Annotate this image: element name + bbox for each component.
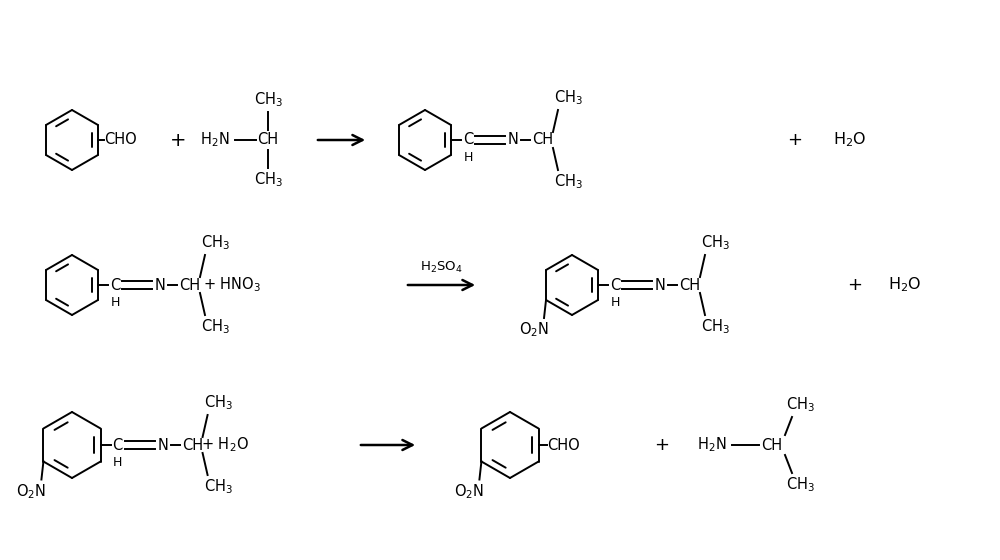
Text: H$_2$N: H$_2$N xyxy=(697,436,727,454)
Text: CH: CH xyxy=(532,133,554,147)
Text: N: N xyxy=(655,278,665,292)
Text: N: N xyxy=(508,133,518,147)
Text: C: C xyxy=(112,437,123,452)
Text: CH$_3$: CH$_3$ xyxy=(554,172,583,192)
Text: H: H xyxy=(610,296,620,309)
Text: CH$_3$: CH$_3$ xyxy=(254,91,282,109)
Text: + HNO$_3$: + HNO$_3$ xyxy=(203,276,261,295)
Text: +: + xyxy=(654,436,670,454)
Text: O$_2$N: O$_2$N xyxy=(16,482,46,501)
Text: H: H xyxy=(113,456,122,469)
Text: N: N xyxy=(155,278,165,292)
Text: O$_2$N: O$_2$N xyxy=(454,482,484,501)
Text: CH$_3$: CH$_3$ xyxy=(701,318,730,337)
Text: +: + xyxy=(848,276,863,294)
Text: CH: CH xyxy=(182,437,203,452)
Text: CH$_3$: CH$_3$ xyxy=(554,88,583,108)
Text: CH$_3$: CH$_3$ xyxy=(786,396,814,414)
Text: CH$_3$: CH$_3$ xyxy=(254,171,282,189)
Text: H: H xyxy=(463,151,473,164)
Text: H$_2$O: H$_2$O xyxy=(888,276,922,295)
Text: CH$_3$: CH$_3$ xyxy=(786,475,814,494)
Text: C: C xyxy=(610,278,620,292)
Text: +: + xyxy=(788,131,802,149)
Text: H$_2$O: H$_2$O xyxy=(833,130,867,150)
Text: N: N xyxy=(157,437,168,452)
Text: CH$_3$: CH$_3$ xyxy=(701,234,730,253)
Text: CH$_3$: CH$_3$ xyxy=(201,234,230,253)
Text: C: C xyxy=(110,278,120,292)
Text: CHO: CHO xyxy=(104,133,137,147)
Text: CH: CH xyxy=(257,133,279,147)
Text: +: + xyxy=(170,130,186,150)
Text: CH$_3$: CH$_3$ xyxy=(201,318,230,337)
Text: CH$_3$: CH$_3$ xyxy=(204,478,233,496)
Text: CHO: CHO xyxy=(547,437,579,452)
Text: O$_2$N: O$_2$N xyxy=(519,321,549,339)
Text: CH: CH xyxy=(679,278,701,292)
Text: CH$_3$: CH$_3$ xyxy=(204,394,233,412)
Text: C: C xyxy=(463,133,473,147)
Text: + H$_2$O: + H$_2$O xyxy=(201,436,248,454)
Text: H$_2$N: H$_2$N xyxy=(200,130,230,150)
Text: H$_2$SO$_4$: H$_2$SO$_4$ xyxy=(420,260,463,275)
Text: CH: CH xyxy=(179,278,201,292)
Text: H: H xyxy=(110,296,120,309)
Text: CH: CH xyxy=(761,437,783,452)
